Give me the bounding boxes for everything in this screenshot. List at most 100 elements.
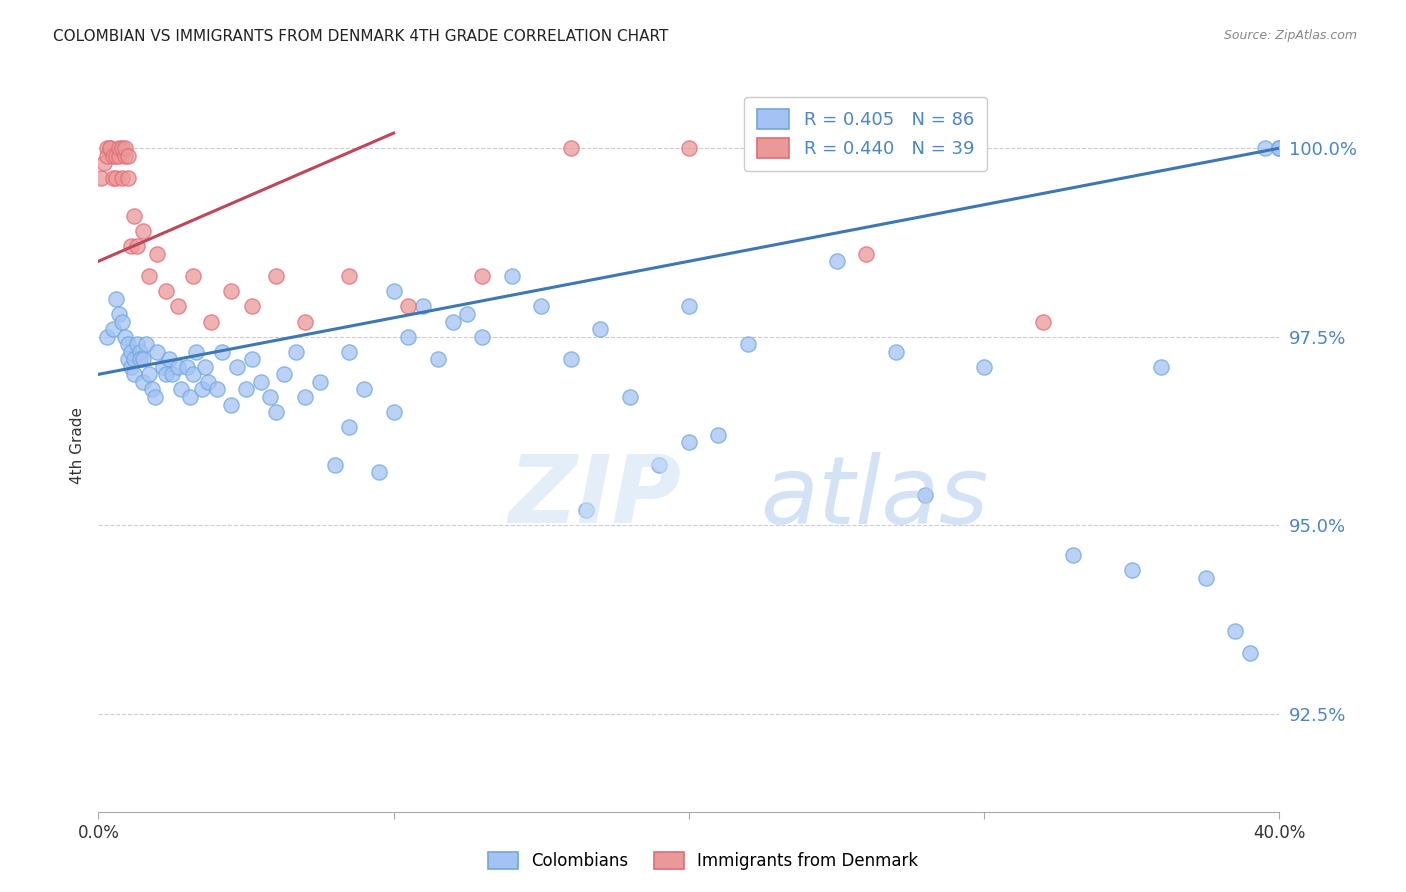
Point [1268,141,1291,155]
Point [589,322,612,336]
Point [259,390,281,404]
Point [323,458,346,472]
Point [108,149,131,163]
Point [157,352,180,367]
Point [678,300,700,314]
Point [382,285,405,299]
Point [143,390,166,404]
Point [120,359,142,374]
Text: COLOMBIAN VS IMMIGRANTS FROM DENMARK 4TH GRADE CORRELATION CHART: COLOMBIAN VS IMMIGRANTS FROM DENMARK 4TH… [53,29,669,44]
Point [98,141,121,155]
Text: Source: ZipAtlas.com: Source: ZipAtlas.com [1223,29,1357,42]
Point [117,352,139,367]
Point [825,254,848,268]
Point [294,390,316,404]
Point [471,269,494,284]
Point [135,337,157,351]
Point [96,141,118,155]
Point [457,307,479,321]
Y-axis label: 4th Grade: 4th Grade [69,408,84,484]
Point [125,337,148,351]
Point [619,390,641,404]
Point [285,344,308,359]
Point [211,344,233,359]
Point [382,405,405,419]
Point [108,307,131,321]
Point [132,352,155,367]
Point [105,149,128,163]
Point [176,359,198,374]
Point [1268,141,1291,155]
Point [114,149,136,163]
Point [250,375,273,389]
Point [737,337,759,351]
Point [170,383,193,397]
Point [264,405,287,419]
Point [339,344,361,359]
Text: ZIP: ZIP [508,451,681,543]
Point [120,239,142,253]
Point [146,246,169,260]
Point [155,368,177,382]
Point [120,344,142,359]
Point [184,344,207,359]
Point [575,503,598,517]
Point [132,224,155,238]
Point [90,171,112,186]
Point [501,269,523,284]
Point [471,329,494,343]
Point [138,269,160,284]
Point [122,352,145,367]
Point [1062,549,1084,563]
Point [226,359,249,374]
Point [98,141,121,155]
Point [1032,315,1054,329]
Legend: Colombians, Immigrants from Denmark: Colombians, Immigrants from Denmark [481,845,925,877]
Legend: R = 0.405   N = 86, R = 0.440   N = 39: R = 0.405 N = 86, R = 0.440 N = 39 [744,96,987,170]
Point [884,344,907,359]
Point [181,368,204,382]
Point [103,322,125,336]
Point [353,383,375,397]
Point [678,435,700,450]
Point [105,171,128,186]
Point [122,209,145,223]
Point [205,383,228,397]
Point [114,329,136,343]
Point [181,269,204,284]
Point [117,149,139,163]
Point [339,420,361,434]
Point [412,300,434,314]
Point [103,171,125,186]
Point [167,359,190,374]
Point [96,329,118,343]
Point [108,141,131,155]
Point [368,466,391,480]
Point [560,141,582,155]
Point [264,269,287,284]
Point [125,239,148,253]
Point [1239,646,1261,660]
Point [105,292,128,306]
Point [973,359,995,374]
Point [155,285,177,299]
Point [194,359,217,374]
Point [530,300,553,314]
Point [240,352,263,367]
Point [309,375,332,389]
Point [1254,141,1277,155]
Point [1268,141,1291,155]
Point [141,383,163,397]
Point [221,398,243,412]
Point [427,352,450,367]
Point [1195,571,1218,585]
Point [114,141,136,155]
Point [162,368,183,382]
Point [398,329,420,343]
Point [96,149,118,163]
Point [707,427,730,442]
Point [128,344,150,359]
Point [398,300,420,314]
Point [152,359,174,374]
Point [200,315,222,329]
